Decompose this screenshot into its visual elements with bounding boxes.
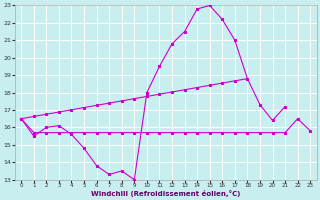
X-axis label: Windchill (Refroidissement éolien,°C): Windchill (Refroidissement éolien,°C)	[91, 190, 240, 197]
